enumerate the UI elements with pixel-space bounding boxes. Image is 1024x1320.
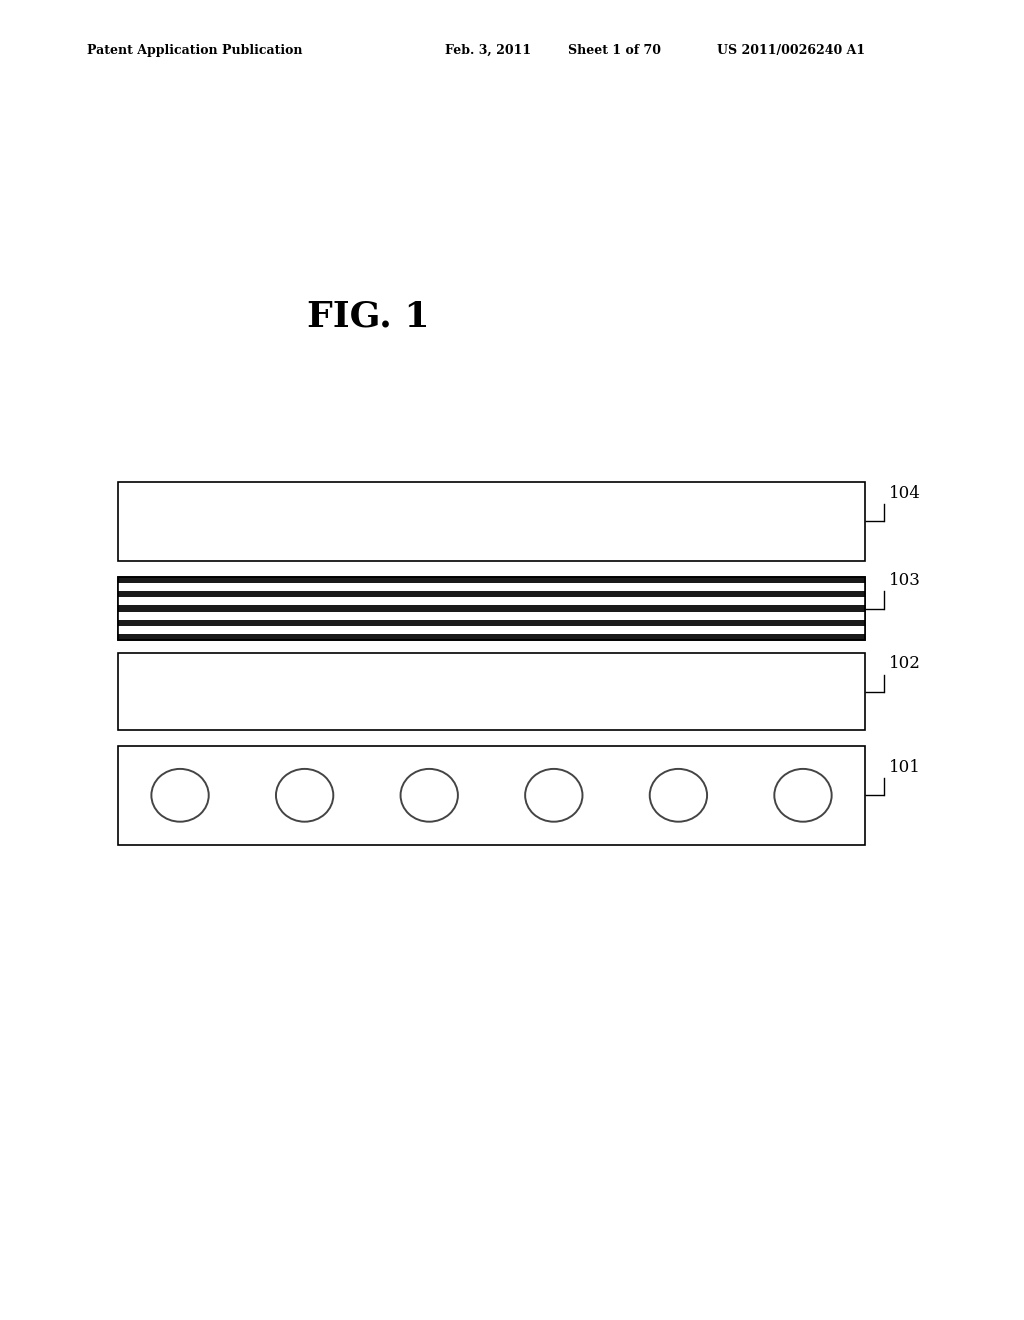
- Bar: [118, 482, 865, 561]
- Text: 104: 104: [889, 484, 921, 502]
- Bar: [118, 746, 865, 845]
- Text: 102: 102: [889, 655, 921, 672]
- Bar: [118, 626, 865, 634]
- Text: Sheet 1 of 70: Sheet 1 of 70: [568, 44, 662, 57]
- Bar: [118, 653, 865, 730]
- Bar: [118, 611, 865, 619]
- Text: 101: 101: [889, 759, 921, 776]
- Text: 103: 103: [889, 572, 921, 589]
- Text: Feb. 3, 2011: Feb. 3, 2011: [445, 44, 531, 57]
- Bar: [118, 583, 865, 591]
- Bar: [118, 598, 865, 606]
- Bar: [118, 577, 865, 640]
- Text: US 2011/0026240 A1: US 2011/0026240 A1: [717, 44, 865, 57]
- Text: Patent Application Publication: Patent Application Publication: [87, 44, 302, 57]
- Text: FIG. 1: FIG. 1: [307, 300, 430, 334]
- Bar: [118, 577, 865, 640]
